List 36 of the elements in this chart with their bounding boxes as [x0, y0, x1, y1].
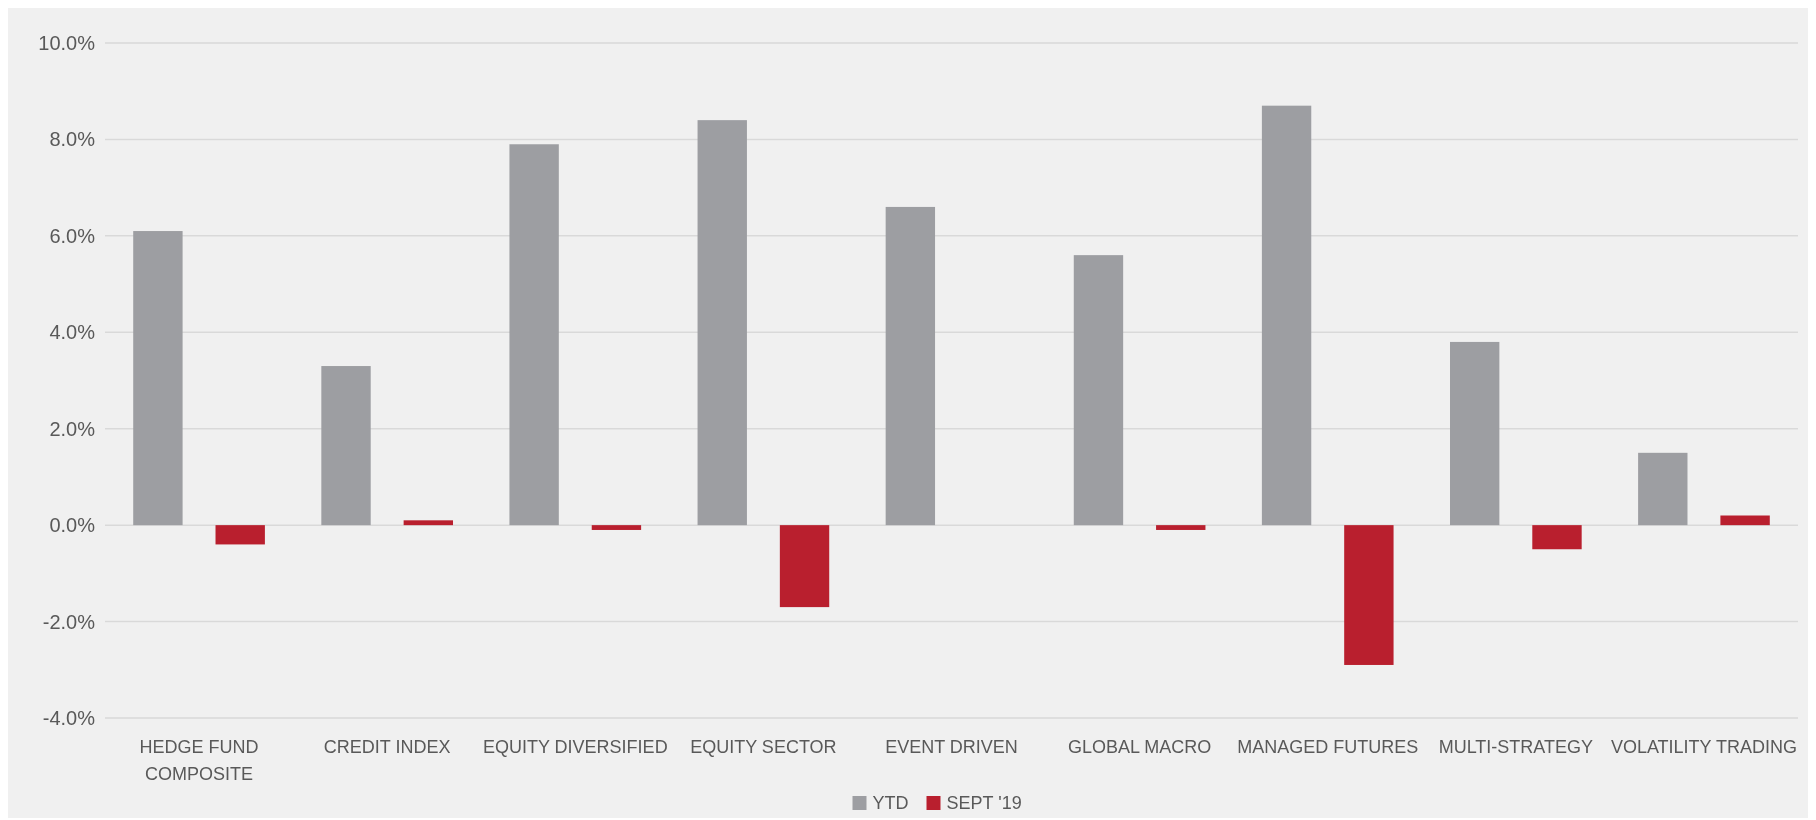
- bar: [1344, 525, 1394, 665]
- bar: [133, 231, 183, 526]
- y-tick-label: 6.0%: [49, 224, 96, 247]
- bar: [885, 206, 936, 526]
- bar: [1261, 105, 1312, 526]
- y-tick-label: -4.0%: [42, 707, 96, 729]
- legend-label: SEPT '19: [946, 793, 1022, 814]
- bar: [1638, 452, 1688, 526]
- bar: [697, 120, 747, 526]
- x-tick-label: GLOBAL MACRO: [1067, 737, 1212, 757]
- x-tick-label: VOLATILITY TRADING: [1610, 737, 1797, 757]
- bar: [1449, 341, 1500, 526]
- bar: [591, 525, 642, 530]
- y-tick-label: -2.0%: [42, 610, 96, 633]
- bar: [1720, 515, 1770, 526]
- bar: [215, 525, 265, 545]
- bar: [1532, 525, 1582, 550]
- y-tick-label: 4.0%: [49, 321, 96, 344]
- x-tick-label: EVENT DRIVEN: [885, 737, 1018, 757]
- legend-label: YTD: [872, 793, 909, 814]
- bar: [321, 366, 371, 526]
- x-tick-label: EQUITY DIVERSIFIED: [482, 737, 668, 757]
- x-tick-label: EQUITY SECTOR: [690, 737, 837, 757]
- y-tick-label: 0.0%: [49, 514, 96, 537]
- y-tick-label: 2.0%: [49, 417, 96, 440]
- bar: [509, 144, 559, 526]
- x-tick-label: CREDIT INDEX: [323, 737, 451, 757]
- bar: [779, 525, 830, 608]
- bar: [1073, 255, 1124, 526]
- x-tick-label: HEDGE FUND COMPOSITE: [139, 737, 259, 784]
- x-tick-label: MULTI-STRATEGY: [1438, 737, 1594, 757]
- x-tick-label: MANAGED FUTURES: [1237, 737, 1419, 757]
- y-tick-label: 10.0%: [38, 32, 96, 54]
- bar: [403, 520, 454, 526]
- bar: [1156, 525, 1206, 530]
- y-tick-label: 8.0%: [49, 128, 96, 151]
